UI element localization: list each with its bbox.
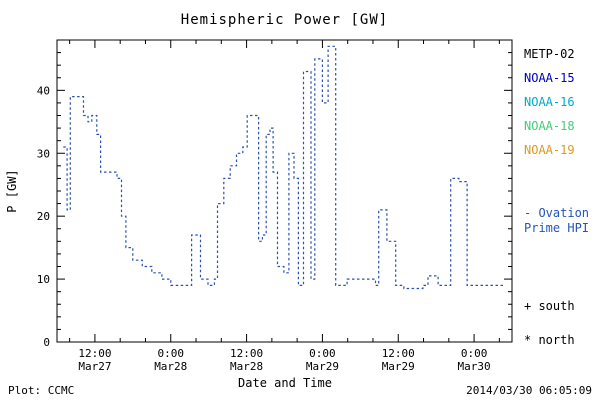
x-tick-label: 0:00 <box>158 347 185 360</box>
ovation-series-label: - Ovation Prime HPI <box>524 206 590 235</box>
south-marker-label: + south <box>524 299 575 313</box>
y-tick-label: 20 <box>37 210 50 223</box>
north-marker-label: * north <box>524 333 575 347</box>
legend-item-noaa16: NOAA-16 <box>524 95 575 109</box>
y-tick-label: 30 <box>37 147 50 160</box>
y-tick-label: 40 <box>37 84 50 97</box>
x-tick-label: 0:00 <box>461 347 488 360</box>
y-tick-label: 0 <box>43 336 50 349</box>
x-tick-label: 12:00 <box>230 347 263 360</box>
legend-item-noaa18: NOAA-18 <box>524 119 575 133</box>
y-axis-label: P [GW] <box>5 169 19 213</box>
x-tick-label: 0:00 <box>309 347 336 360</box>
legend-item-metp02: METP-02 <box>524 47 575 61</box>
plot-frame <box>56 39 513 343</box>
x-tick-label: 12:00 <box>382 347 415 360</box>
hpi-step-line <box>63 45 505 290</box>
x-tick-label: Mar29 <box>306 360 339 373</box>
legend-item-noaa15: NOAA-15 <box>524 71 575 85</box>
x-tick-label: Mar27 <box>78 360 111 373</box>
x-tick-label: Mar28 <box>230 360 263 373</box>
chart-title: Hemispheric Power [GW] <box>180 12 389 28</box>
x-tick-label: Mar30 <box>458 360 491 373</box>
x-tick-label: Mar28 <box>154 360 187 373</box>
y-tick-label: 10 <box>37 273 50 286</box>
legend-item-noaa19: NOAA-19 <box>524 143 575 157</box>
timestamp: 2014/03/30 06:05:09 <box>466 384 592 397</box>
x-tick-label: Mar29 <box>382 360 415 373</box>
plot-credit: Plot: CCMC <box>8 384 75 397</box>
satellite-legend: METP-02 NOAA-15 NOAA-16 NOAA-18 NOAA-19 <box>524 42 598 162</box>
x-tick-label: 12:00 <box>78 347 111 360</box>
x-axis-label: Date and Time <box>238 376 332 390</box>
